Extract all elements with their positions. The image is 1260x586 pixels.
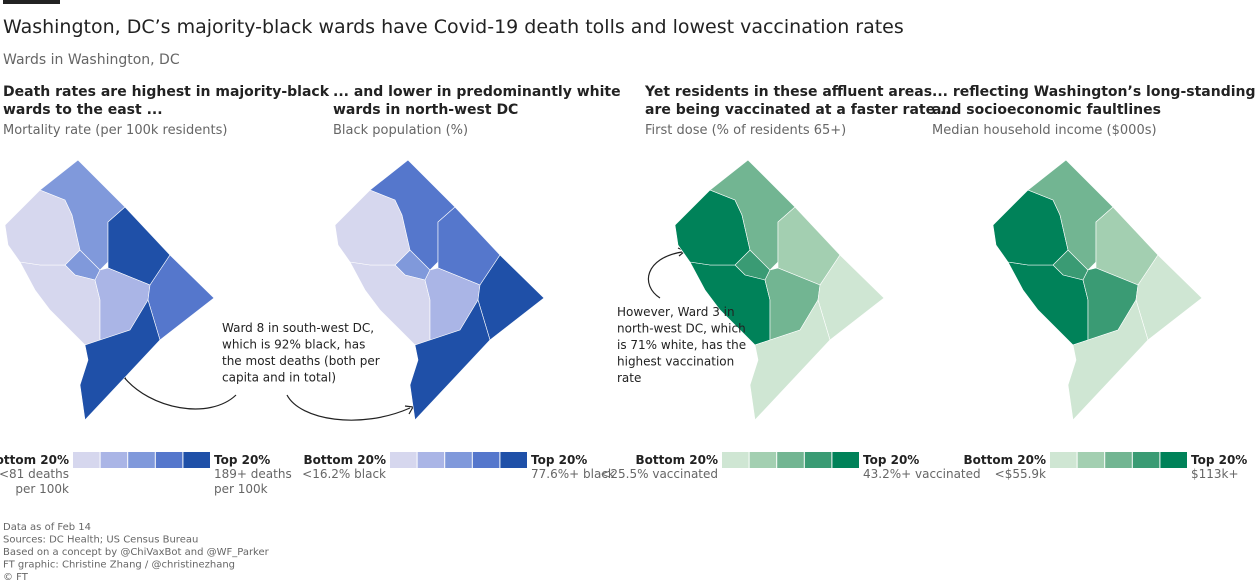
ward — [79, 299, 161, 421]
footer-line: © FT — [3, 572, 29, 583]
legend-swatch — [749, 452, 777, 468]
brand-bar — [3, 0, 60, 4]
legend-top-note: 43.2%+ vaccinated — [863, 467, 981, 481]
legend-swatch — [155, 452, 183, 468]
panel-measure: Median household income ($000s) — [932, 123, 1157, 138]
panel-measure: Black population (%) — [333, 123, 468, 138]
legend-swatch — [1160, 452, 1187, 468]
legend-top-note: 189+ deaths — [214, 467, 292, 481]
legend-bottom-note: <25.5% vaccinated — [600, 467, 718, 481]
footer-line: FT graphic: Christine Zhang / @christine… — [3, 560, 235, 571]
ward — [409, 299, 491, 421]
legend-bottom-note: <$55.9k — [995, 467, 1046, 481]
panel-heading: are being vaccinated at a faster rate ..… — [645, 102, 956, 118]
annotation: rate — [617, 371, 641, 385]
footer-line: Sources: DC Health; US Census Bureau — [3, 535, 198, 546]
panel-heading: Death rates are highest in majority-blac… — [3, 84, 330, 100]
legend-swatch — [1077, 452, 1105, 468]
panel-heading: ... and lower in predominantly white — [333, 84, 621, 100]
legend-top: Top 20% — [214, 453, 270, 467]
annotation: However, Ward 3 in — [617, 305, 735, 319]
annotation: capita and in total) — [222, 371, 336, 385]
subtitle: Wards in Washington, DC — [3, 52, 180, 68]
panel-heading: ... reflecting Washington’s long-standin… — [932, 84, 1260, 100]
legend-bottom: Bottom 20% — [635, 453, 718, 467]
panel-heading: and socioeconomic faultlines — [932, 102, 1161, 118]
annotation: north-west DC, which — [617, 322, 746, 336]
legend-swatch — [128, 452, 155, 468]
legend-bottom-note: <16.2% black — [302, 467, 386, 481]
legend-swatch — [804, 452, 832, 468]
panel-measure: First dose (% of residents 65+) — [645, 123, 846, 138]
legend-bottom: Bottom 20% — [963, 453, 1046, 467]
arrow — [647, 251, 683, 299]
annotation: is 71% white, has the — [617, 338, 746, 352]
legend-swatch — [445, 452, 472, 468]
legend-swatch — [472, 452, 500, 468]
footer-line: Data as of Feb 14 — [3, 522, 91, 533]
legend-top-note: 77.6%+ black — [531, 467, 615, 481]
legend-top: Top 20% — [863, 453, 919, 467]
arrow — [286, 394, 411, 421]
arrows — [117, 247, 686, 421]
legend-swatch — [73, 452, 100, 468]
legend-top: Top 20% — [1191, 453, 1247, 467]
annotation: which is 92% black, has — [222, 338, 365, 352]
legend-swatch — [500, 452, 527, 468]
legend-swatch — [417, 452, 445, 468]
panel-heading: Yet residents in these affluent areas — [644, 84, 932, 100]
panel-heading: wards in north-west DC — [333, 102, 518, 118]
legend-top-note: per 100k — [214, 482, 268, 496]
legend-swatch — [100, 452, 128, 468]
legend-swatch — [777, 452, 804, 468]
legend-bottom: Bottom 20% — [303, 453, 386, 467]
annotation: highest vaccination — [617, 355, 734, 369]
legend-swatch — [1132, 452, 1160, 468]
annotation: the most deaths (both per — [222, 354, 380, 368]
title: Washington, DC’s majority-black wards ha… — [3, 16, 904, 38]
ward — [1067, 299, 1149, 421]
panel-heading: wards to the east ... — [3, 102, 163, 118]
legend-swatch — [1105, 452, 1132, 468]
legend-top-note: $113k+ — [1191, 467, 1239, 481]
legend-bottom: Bottom 20% — [0, 453, 69, 467]
legend-swatch — [183, 452, 210, 468]
legend-bottom-note: per 100k — [15, 482, 69, 496]
legend-top: Top 20% — [531, 453, 587, 467]
annotation: Ward 8 in south-west DC, — [222, 321, 374, 335]
legend-swatch — [722, 452, 749, 468]
panel-measure: Mortality rate (per 100k residents) — [3, 123, 227, 138]
arrow — [122, 375, 237, 410]
arrowhead — [404, 405, 414, 415]
legend-bottom-note: <81 deaths — [0, 467, 69, 481]
legend-swatch — [1050, 452, 1077, 468]
legend-swatch — [832, 452, 859, 468]
ward — [749, 299, 831, 421]
legend-swatch — [390, 452, 417, 468]
footer-line: Based on a concept by @ChiVaxBot and @WF… — [3, 547, 270, 558]
